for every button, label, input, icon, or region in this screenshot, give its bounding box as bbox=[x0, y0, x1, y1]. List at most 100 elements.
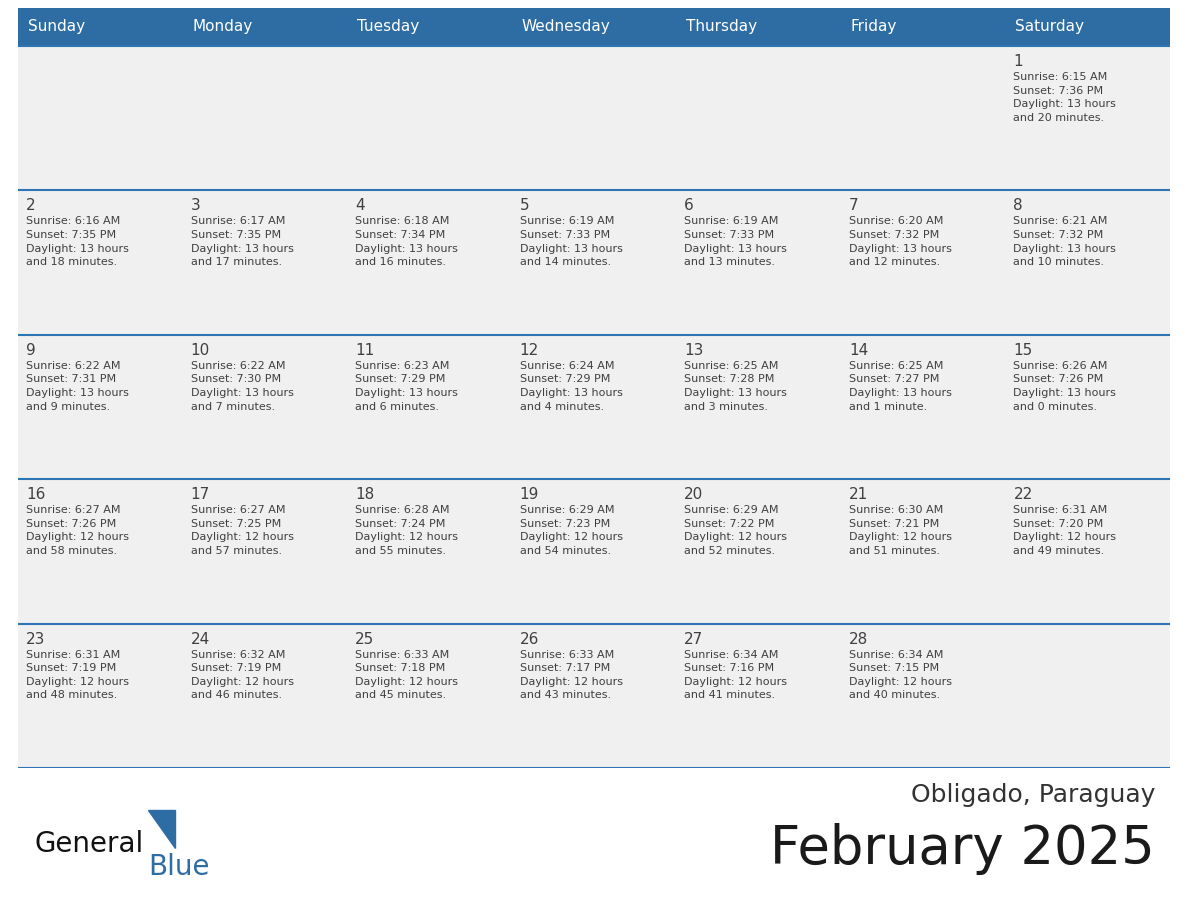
Text: 14: 14 bbox=[849, 342, 868, 358]
Text: Sunrise: 6:29 AM
Sunset: 7:22 PM
Daylight: 12 hours
and 52 minutes.: Sunrise: 6:29 AM Sunset: 7:22 PM Dayligh… bbox=[684, 505, 788, 556]
Polygon shape bbox=[148, 810, 175, 848]
Bar bbox=[183, 190, 347, 335]
Bar bbox=[183, 335, 347, 479]
Text: 21: 21 bbox=[849, 487, 868, 502]
Text: Sunrise: 6:25 AM
Sunset: 7:27 PM
Daylight: 13 hours
and 1 minute.: Sunrise: 6:25 AM Sunset: 7:27 PM Dayligh… bbox=[849, 361, 952, 411]
Text: 8: 8 bbox=[1013, 198, 1023, 213]
Bar bbox=[18, 190, 183, 335]
Text: 12: 12 bbox=[519, 342, 539, 358]
Text: Sunrise: 6:27 AM
Sunset: 7:25 PM
Daylight: 12 hours
and 57 minutes.: Sunrise: 6:27 AM Sunset: 7:25 PM Dayligh… bbox=[190, 505, 293, 556]
Bar bbox=[512, 335, 676, 479]
Text: Wednesday: Wednesday bbox=[522, 19, 611, 35]
Text: 9: 9 bbox=[26, 342, 36, 358]
Bar bbox=[676, 335, 841, 479]
Bar bbox=[183, 46, 347, 190]
Bar bbox=[841, 190, 1005, 335]
Text: 26: 26 bbox=[519, 632, 539, 646]
Text: Sunrise: 6:25 AM
Sunset: 7:28 PM
Daylight: 13 hours
and 3 minutes.: Sunrise: 6:25 AM Sunset: 7:28 PM Dayligh… bbox=[684, 361, 788, 411]
Bar bbox=[512, 46, 676, 190]
Bar bbox=[18, 335, 183, 479]
Text: Sunrise: 6:31 AM
Sunset: 7:19 PM
Daylight: 12 hours
and 48 minutes.: Sunrise: 6:31 AM Sunset: 7:19 PM Dayligh… bbox=[26, 650, 129, 700]
Text: 22: 22 bbox=[1013, 487, 1032, 502]
Text: Sunrise: 6:27 AM
Sunset: 7:26 PM
Daylight: 12 hours
and 58 minutes.: Sunrise: 6:27 AM Sunset: 7:26 PM Dayligh… bbox=[26, 505, 129, 556]
Text: Blue: Blue bbox=[148, 853, 209, 881]
Text: Sunrise: 6:33 AM
Sunset: 7:17 PM
Daylight: 12 hours
and 43 minutes.: Sunrise: 6:33 AM Sunset: 7:17 PM Dayligh… bbox=[519, 650, 623, 700]
Text: February 2025: February 2025 bbox=[770, 823, 1155, 875]
Text: 6: 6 bbox=[684, 198, 694, 213]
Text: 16: 16 bbox=[26, 487, 45, 502]
Bar bbox=[347, 46, 512, 190]
Bar bbox=[841, 46, 1005, 190]
Text: Sunrise: 6:31 AM
Sunset: 7:20 PM
Daylight: 12 hours
and 49 minutes.: Sunrise: 6:31 AM Sunset: 7:20 PM Dayligh… bbox=[1013, 505, 1117, 556]
Text: Sunrise: 6:28 AM
Sunset: 7:24 PM
Daylight: 12 hours
and 55 minutes.: Sunrise: 6:28 AM Sunset: 7:24 PM Dayligh… bbox=[355, 505, 459, 556]
Text: Saturday: Saturday bbox=[1016, 19, 1085, 35]
Bar bbox=[841, 623, 1005, 768]
Bar bbox=[676, 623, 841, 768]
Text: 5: 5 bbox=[519, 198, 530, 213]
Bar bbox=[1005, 46, 1170, 190]
Text: 1: 1 bbox=[1013, 54, 1023, 69]
Text: Sunrise: 6:26 AM
Sunset: 7:26 PM
Daylight: 13 hours
and 0 minutes.: Sunrise: 6:26 AM Sunset: 7:26 PM Dayligh… bbox=[1013, 361, 1117, 411]
Text: 17: 17 bbox=[190, 487, 210, 502]
Bar bbox=[1005, 335, 1170, 479]
Text: Thursday: Thursday bbox=[687, 19, 758, 35]
Text: 28: 28 bbox=[849, 632, 868, 646]
Text: Sunrise: 6:34 AM
Sunset: 7:16 PM
Daylight: 12 hours
and 41 minutes.: Sunrise: 6:34 AM Sunset: 7:16 PM Dayligh… bbox=[684, 650, 788, 700]
Text: Sunrise: 6:22 AM
Sunset: 7:31 PM
Daylight: 13 hours
and 9 minutes.: Sunrise: 6:22 AM Sunset: 7:31 PM Dayligh… bbox=[26, 361, 128, 411]
Text: Sunday: Sunday bbox=[29, 19, 86, 35]
Text: 23: 23 bbox=[26, 632, 45, 646]
Text: 11: 11 bbox=[355, 342, 374, 358]
Text: 2: 2 bbox=[26, 198, 36, 213]
Bar bbox=[1005, 190, 1170, 335]
Text: Sunrise: 6:18 AM
Sunset: 7:34 PM
Daylight: 13 hours
and 16 minutes.: Sunrise: 6:18 AM Sunset: 7:34 PM Dayligh… bbox=[355, 217, 459, 267]
Bar bbox=[841, 479, 1005, 623]
Bar bbox=[512, 190, 676, 335]
Bar bbox=[512, 623, 676, 768]
Text: 15: 15 bbox=[1013, 342, 1032, 358]
Bar bbox=[18, 46, 183, 190]
Bar bbox=[347, 623, 512, 768]
Text: Monday: Monday bbox=[192, 19, 253, 35]
Text: Sunrise: 6:23 AM
Sunset: 7:29 PM
Daylight: 13 hours
and 6 minutes.: Sunrise: 6:23 AM Sunset: 7:29 PM Dayligh… bbox=[355, 361, 459, 411]
Text: Obligado, Paraguay: Obligado, Paraguay bbox=[911, 783, 1155, 807]
Text: Sunrise: 6:24 AM
Sunset: 7:29 PM
Daylight: 13 hours
and 4 minutes.: Sunrise: 6:24 AM Sunset: 7:29 PM Dayligh… bbox=[519, 361, 623, 411]
Text: 20: 20 bbox=[684, 487, 703, 502]
Text: General: General bbox=[34, 830, 144, 858]
Bar bbox=[676, 190, 841, 335]
Text: Sunrise: 6:15 AM
Sunset: 7:36 PM
Daylight: 13 hours
and 20 minutes.: Sunrise: 6:15 AM Sunset: 7:36 PM Dayligh… bbox=[1013, 72, 1117, 123]
Text: Sunrise: 6:22 AM
Sunset: 7:30 PM
Daylight: 13 hours
and 7 minutes.: Sunrise: 6:22 AM Sunset: 7:30 PM Dayligh… bbox=[190, 361, 293, 411]
Bar bbox=[183, 479, 347, 623]
Text: Sunrise: 6:20 AM
Sunset: 7:32 PM
Daylight: 13 hours
and 12 minutes.: Sunrise: 6:20 AM Sunset: 7:32 PM Dayligh… bbox=[849, 217, 952, 267]
Bar bbox=[512, 479, 676, 623]
Bar bbox=[18, 8, 1170, 46]
Text: Sunrise: 6:16 AM
Sunset: 7:35 PM
Daylight: 13 hours
and 18 minutes.: Sunrise: 6:16 AM Sunset: 7:35 PM Dayligh… bbox=[26, 217, 128, 267]
Bar bbox=[347, 190, 512, 335]
Text: Sunrise: 6:32 AM
Sunset: 7:19 PM
Daylight: 12 hours
and 46 minutes.: Sunrise: 6:32 AM Sunset: 7:19 PM Dayligh… bbox=[190, 650, 293, 700]
Text: 4: 4 bbox=[355, 198, 365, 213]
Text: Sunrise: 6:33 AM
Sunset: 7:18 PM
Daylight: 12 hours
and 45 minutes.: Sunrise: 6:33 AM Sunset: 7:18 PM Dayligh… bbox=[355, 650, 459, 700]
Text: 27: 27 bbox=[684, 632, 703, 646]
Text: 18: 18 bbox=[355, 487, 374, 502]
Text: 24: 24 bbox=[190, 632, 210, 646]
Text: 7: 7 bbox=[849, 198, 859, 213]
Bar bbox=[676, 479, 841, 623]
Text: 19: 19 bbox=[519, 487, 539, 502]
Bar bbox=[676, 46, 841, 190]
Bar bbox=[1005, 479, 1170, 623]
Text: Sunrise: 6:29 AM
Sunset: 7:23 PM
Daylight: 12 hours
and 54 minutes.: Sunrise: 6:29 AM Sunset: 7:23 PM Dayligh… bbox=[519, 505, 623, 556]
Bar bbox=[18, 479, 183, 623]
Text: Sunrise: 6:19 AM
Sunset: 7:33 PM
Daylight: 13 hours
and 13 minutes.: Sunrise: 6:19 AM Sunset: 7:33 PM Dayligh… bbox=[684, 217, 788, 267]
Bar bbox=[183, 623, 347, 768]
Bar bbox=[1005, 623, 1170, 768]
Text: Sunrise: 6:34 AM
Sunset: 7:15 PM
Daylight: 12 hours
and 40 minutes.: Sunrise: 6:34 AM Sunset: 7:15 PM Dayligh… bbox=[849, 650, 952, 700]
Text: Sunrise: 6:17 AM
Sunset: 7:35 PM
Daylight: 13 hours
and 17 minutes.: Sunrise: 6:17 AM Sunset: 7:35 PM Dayligh… bbox=[190, 217, 293, 267]
Bar bbox=[841, 335, 1005, 479]
Bar bbox=[347, 335, 512, 479]
Text: Sunrise: 6:30 AM
Sunset: 7:21 PM
Daylight: 12 hours
and 51 minutes.: Sunrise: 6:30 AM Sunset: 7:21 PM Dayligh… bbox=[849, 505, 952, 556]
Text: 10: 10 bbox=[190, 342, 210, 358]
Bar bbox=[347, 479, 512, 623]
Text: Sunrise: 6:21 AM
Sunset: 7:32 PM
Daylight: 13 hours
and 10 minutes.: Sunrise: 6:21 AM Sunset: 7:32 PM Dayligh… bbox=[1013, 217, 1117, 267]
Text: Tuesday: Tuesday bbox=[358, 19, 419, 35]
Text: Friday: Friday bbox=[851, 19, 897, 35]
Text: 13: 13 bbox=[684, 342, 703, 358]
